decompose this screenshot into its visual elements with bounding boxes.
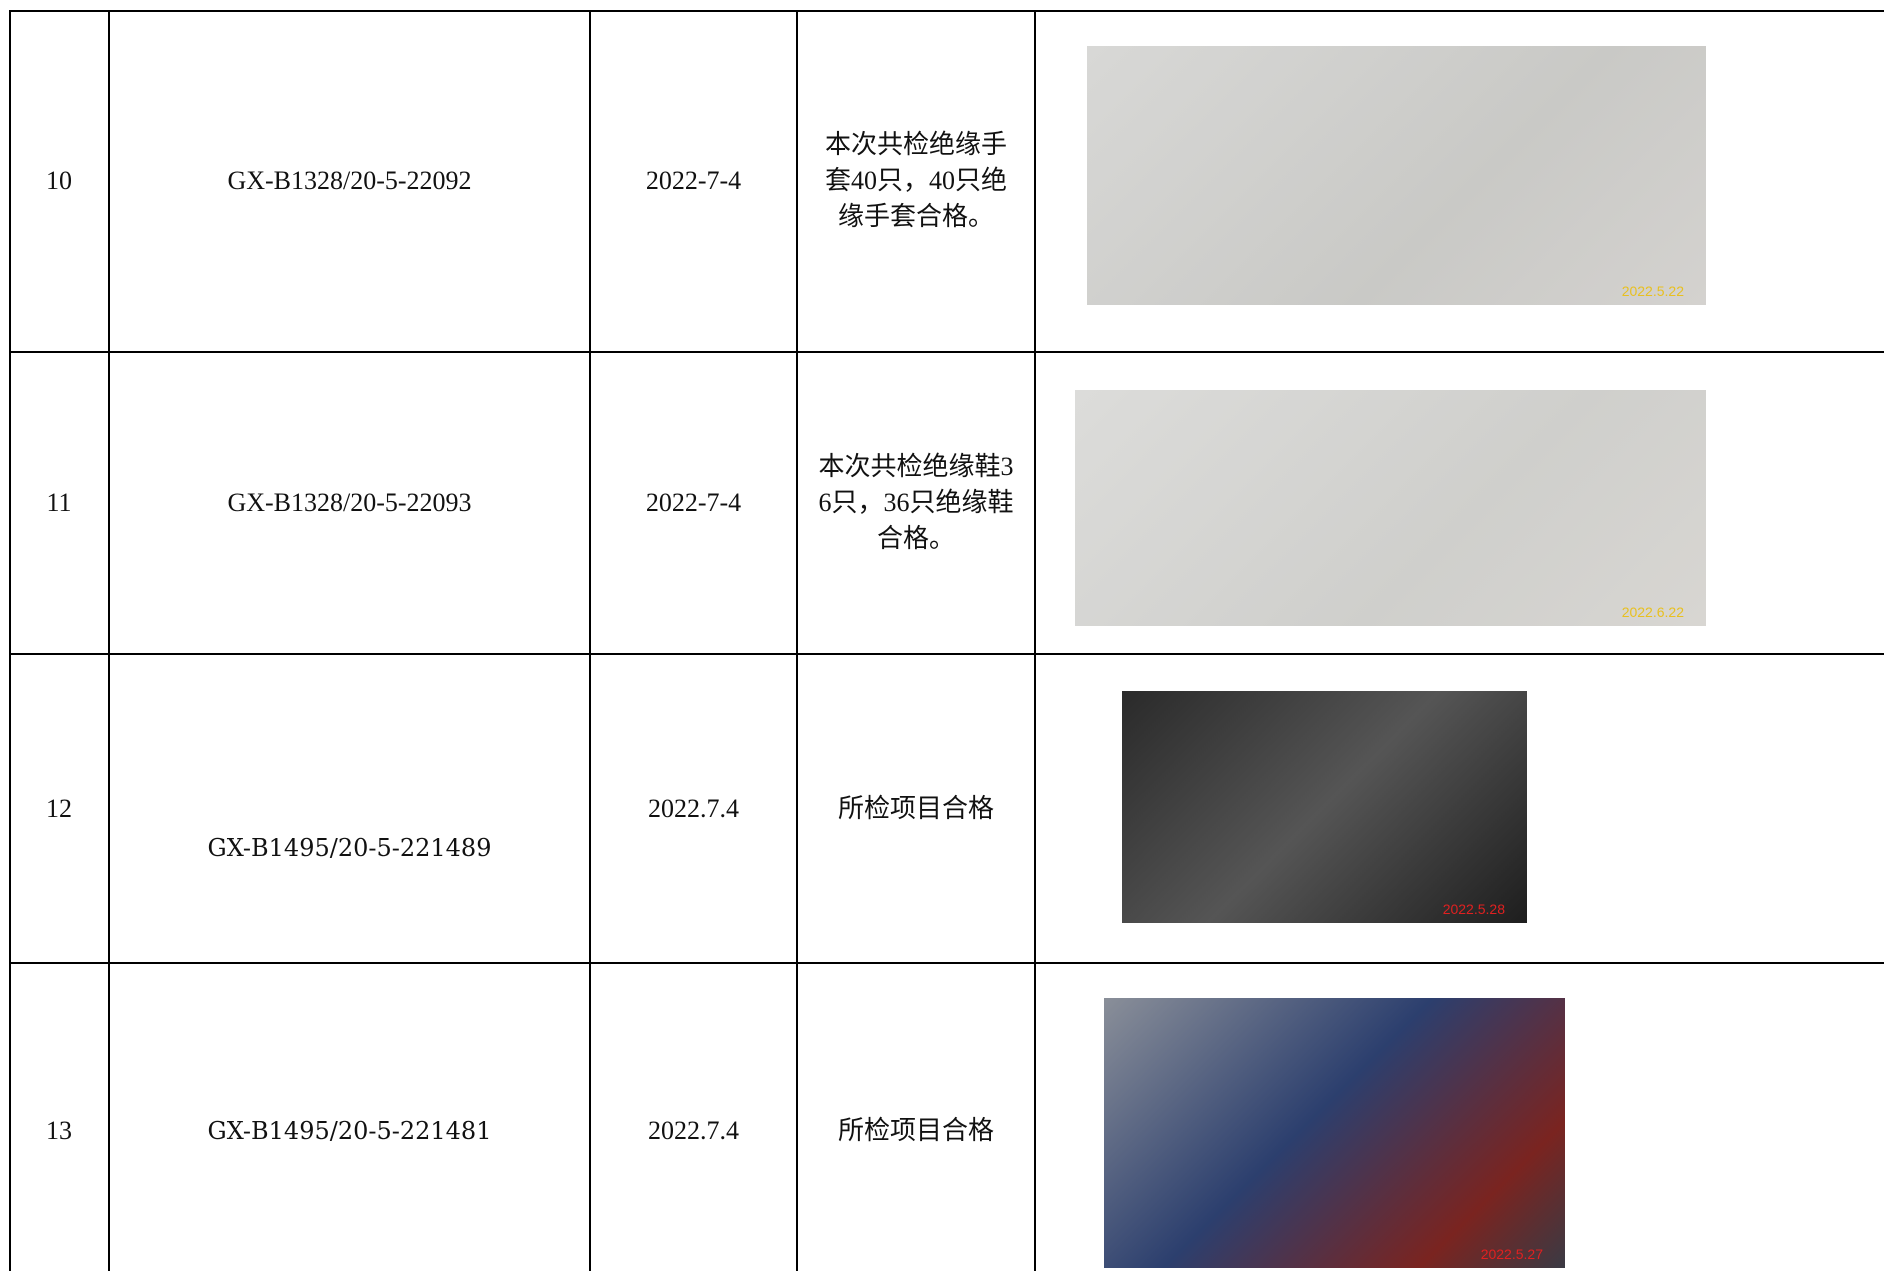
photo: 2022.5.27 [1104,998,1565,1268]
cell-text: 所检项目合格 [837,793,994,823]
table-border-left [9,10,11,1271]
test-result: 本次共检绝缘鞋36只，36只绝缘鞋合格。 [798,353,1036,655]
cell-text: 13 [46,1116,72,1145]
cell-text: GX-B1328/20-5-22093 [227,488,472,517]
photo: 2022.5.22 [1087,46,1706,305]
photo-cell [1036,353,1884,655]
cell-text: 本次共检绝缘手套40只，40只绝缘手套合格。 [824,130,1007,231]
photo-cell [1036,11,1884,353]
row-number: 10 [10,11,110,353]
row-number: 11 [10,353,110,655]
cell-text: 11 [46,488,72,517]
table-border-top [10,10,1884,12]
cell-text: 2022.7.4 [648,793,739,823]
test-date: 2022-7-4 [591,11,798,353]
cell-text: 2022-7-4 [645,166,742,195]
cell-text: GX-B1495/20-5-221489 [207,834,492,862]
test-result: 所检项目合格 [798,964,1036,1271]
test-result: 所检项目合格 [798,655,1036,964]
certificate-code: GX-B1328/20-5-22092 [110,11,591,353]
cell-text: 12 [46,793,72,823]
test-date: 2022.7.4 [591,655,798,964]
photo-cell [1036,655,1884,964]
cell-text: 2022-7-4 [645,488,742,517]
row-number: 13 [10,964,110,1271]
certificate-code: GX-B1495/20-5-221489 [110,655,591,964]
cell-text: GX-B1495/20-5-221481 [207,1117,492,1145]
test-result: 本次共检绝缘手套40只，40只绝缘手套合格。 [798,11,1036,353]
certificate-code: GX-B1495/20-5-221481 [110,964,591,1271]
test-date: 2022.7.4 [591,964,798,1271]
photo: 2022.6.22 [1075,390,1706,626]
certificate-code: GX-B1328/20-5-22093 [110,353,591,655]
cell-text: 10 [46,166,72,195]
cell-text: 2022.7.4 [648,1116,739,1145]
row-number: 12 [10,655,110,964]
cell-text: GX-B1328/20-5-22092 [227,166,472,195]
cell-text: 本次共检绝缘鞋36只，36只绝缘鞋合格。 [818,452,1014,553]
test-date: 2022-7-4 [591,353,798,655]
photo: 2022.5.28 [1122,691,1527,923]
cell-text: 所检项目合格 [837,1116,994,1145]
